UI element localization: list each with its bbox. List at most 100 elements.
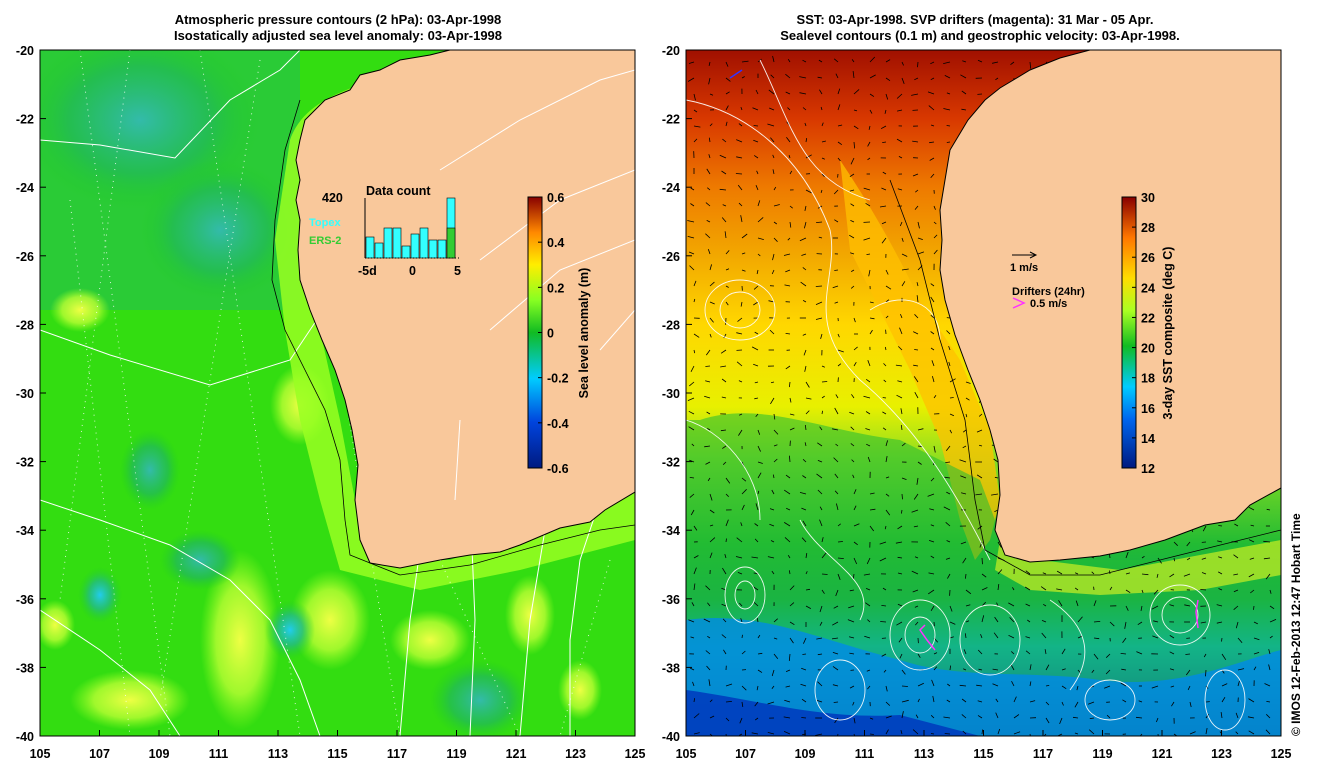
velocity-arrow	[1061, 668, 1066, 671]
velocity-arrow	[736, 332, 743, 335]
velocity-arrow	[752, 107, 759, 111]
velocity-arrow	[1009, 617, 1015, 623]
velocity-arrow	[1045, 701, 1050, 706]
velocity-arrow	[773, 637, 778, 640]
velocity-arrow	[882, 397, 887, 399]
velocity-arrow	[1074, 587, 1079, 591]
velocity-arrow	[949, 429, 953, 434]
velocity-arrow	[837, 124, 843, 127]
velocity-arrow	[848, 605, 855, 609]
velocity-arrow	[819, 506, 823, 511]
velocity-arrow	[773, 204, 780, 207]
velocity-arrow	[741, 650, 746, 655]
velocity-arrow	[849, 173, 855, 178]
lon-tick-label: 125	[1271, 747, 1292, 761]
right-lat-axis: -20 -22 -24 -26 -28 -30 -32 -34 -36 -38 -40	[662, 44, 692, 744]
velocity-arrow	[901, 699, 909, 703]
velocity-arrow	[707, 635, 711, 639]
velocity-arrow	[962, 730, 967, 735]
velocity-arrow	[853, 489, 857, 495]
satellite-tracks	[59, 50, 611, 736]
data-count-bar	[374, 242, 384, 259]
velocity-arrow	[943, 108, 951, 111]
velocity-arrow	[754, 397, 759, 400]
velocity-arrow	[945, 445, 951, 451]
velocity-arrow	[709, 524, 714, 527]
velocity-arrow	[805, 605, 811, 609]
velocity-arrow	[832, 652, 839, 655]
velocity-arrow	[997, 728, 1001, 735]
drifter-legend-arrow-icon	[1012, 297, 1026, 309]
data-count-inset: Data count 420 Topex ERS-2 -5d 0 5	[309, 184, 461, 278]
velocity-arrow	[773, 653, 779, 660]
velocity-arrow	[788, 570, 791, 575]
sst-cool-south	[686, 618, 1281, 736]
velocity-arrow	[688, 61, 695, 64]
velocity-arrow	[805, 138, 808, 143]
sla-low-patch	[265, 600, 315, 660]
velocity-arrow	[914, 605, 919, 608]
velocity-arrow	[770, 137, 775, 143]
velocity-arrow	[721, 634, 727, 639]
velocity-arrow	[1087, 701, 1095, 705]
velocity-arrow	[740, 106, 743, 111]
velocity-arrow	[882, 141, 887, 143]
velocity-arrow	[1218, 588, 1223, 591]
velocity-arrow	[784, 284, 791, 287]
right-title-line1: SST: 03-Apr-1998. SVP drifters (magenta)…	[797, 12, 1154, 27]
velocity-arrow	[817, 489, 823, 495]
velocity-arrow	[769, 329, 775, 335]
velocity-arrow	[881, 605, 887, 607]
velocity-arrow	[819, 519, 823, 527]
velocity-arrow	[704, 445, 711, 448]
velocity-arrow	[721, 378, 727, 383]
velocity-arrow	[949, 621, 956, 625]
velocity-arrow	[821, 573, 828, 575]
velocity-arrow	[818, 59, 823, 63]
velocity-arrow	[709, 301, 715, 305]
velocity-arrow	[783, 716, 791, 719]
velocity-arrow	[723, 649, 727, 655]
velocity-arrow	[928, 572, 935, 575]
velocity-arrow	[1205, 669, 1207, 677]
velocity-arrow	[801, 507, 807, 511]
velocity-arrow	[709, 537, 716, 543]
velocity-arrow	[946, 540, 951, 543]
velocity-arrow	[837, 88, 841, 95]
velocity-arrow	[1248, 698, 1255, 703]
velocity-arrow	[1250, 524, 1255, 527]
velocity-arrow	[741, 269, 746, 272]
velocity-arrow	[709, 333, 712, 338]
lat-tick-label: -38	[662, 661, 680, 675]
velocity-arrow	[930, 314, 935, 319]
velocity-arrow	[976, 474, 983, 479]
data-count-bar-ers	[446, 227, 456, 259]
velocity-arrow	[738, 202, 743, 207]
coastline	[295, 50, 635, 569]
velocity-arrow	[837, 573, 841, 580]
velocity-arrow	[863, 187, 871, 191]
velocity-arrow	[1248, 506, 1255, 511]
velocity-arrow	[756, 269, 759, 275]
velocity-arrow	[1169, 668, 1175, 671]
velocity-arrow	[867, 360, 871, 367]
velocity-arrow	[930, 296, 935, 303]
velocity-arrow	[1263, 557, 1271, 560]
lon-tick-label: 117	[1033, 747, 1053, 761]
velocity-arrow	[1077, 616, 1083, 623]
velocity-arrow	[930, 605, 935, 612]
velocity-arrow	[993, 632, 999, 639]
velocity-arrow	[981, 587, 988, 591]
velocity-arrow	[783, 253, 791, 256]
velocity-arrow	[815, 317, 823, 320]
velocity-arrow	[709, 317, 714, 323]
velocity-arrow	[757, 217, 764, 223]
velocity-arrow	[965, 573, 967, 579]
coastline	[939, 50, 1281, 563]
velocity-arrow	[789, 455, 791, 463]
velocity-arrow	[1140, 605, 1143, 611]
velocity-arrow	[799, 76, 807, 79]
velocity-arrow	[736, 139, 743, 143]
velocity-arrow	[1008, 602, 1015, 607]
data-count-max: 420	[322, 191, 343, 205]
